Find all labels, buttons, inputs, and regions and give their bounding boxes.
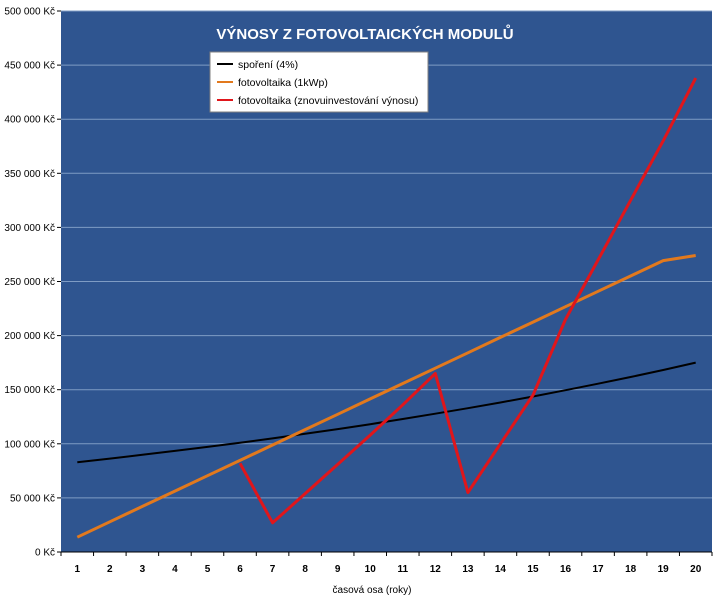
y-tick-label: 50 000 Kč [10,493,55,504]
x-tick-label: 18 [625,564,637,575]
x-tick-label: 20 [690,564,702,575]
legend-label-2: fotovoltaika (znovuinvestování výnosu) [238,95,418,107]
x-tick-label: 8 [302,564,308,575]
y-tick-label: 0 Kč [35,548,55,559]
x-axis-ticks: 1 2 3 4 5 6 7 8 9 10 11 12 13 14 15 16 17 18 19 20 [60,552,713,575]
series-lines [76,77,698,539]
y-tick-label: 100 000 Kč [4,439,55,450]
legend: spoření (4%) fotovoltaika (1kWp) fotovol… [209,51,429,113]
legend-box [209,51,429,113]
y-tick-label: 350 000 Kč [4,169,55,180]
chart-title: VÝNOSY Z FOTOVOLTAICKÝCH MODULŮ [216,24,513,43]
x-tick-label: 16 [560,564,572,575]
x-tick-label: 3 [140,564,146,575]
y-tick-label: 500 000 Kč [4,7,55,18]
y-axis-ticks: 0 Kč 50 000 Kč 100 000 Kč 150 000 Kč 200 000… [4,7,712,559]
x-tick-label: 14 [495,564,507,575]
x-tick-label: 7 [270,564,276,575]
y-tick-label: 200 000 Kč [4,331,55,342]
legend-label-1: fotovoltaika (1kWp) [238,77,328,89]
x-tick-label: 12 [430,564,442,575]
y-tick-label: 300 000 Kč [4,223,55,234]
x-axis-label: časová osa (roky) [333,585,412,596]
x-tick-label: 6 [237,564,243,575]
y-tick-label: 250 000 Kč [4,277,55,288]
legend-label-0: spoření (4%) [238,59,298,71]
x-tick-label: 13 [462,564,474,575]
x-tick-label: 2 [107,564,113,575]
series-line-2 [238,77,698,525]
series-line-1 [76,254,696,539]
y-tick-label: 450 000 Kč [4,61,55,72]
y-tick-label: 400 000 Kč [4,115,55,126]
x-tick-label: 11 [397,564,408,575]
x-tick-label: 9 [335,564,341,575]
y-tick-label: 150 000 Kč [4,385,55,396]
x-tick-label: 4 [172,564,178,575]
x-tick-label: 17 [593,564,605,575]
x-tick-label: 19 [658,564,670,575]
x-tick-label: 15 [527,564,539,575]
x-tick-label: 1 [74,564,80,575]
x-tick-label: 10 [365,564,377,575]
x-tick-label: 5 [205,564,211,575]
